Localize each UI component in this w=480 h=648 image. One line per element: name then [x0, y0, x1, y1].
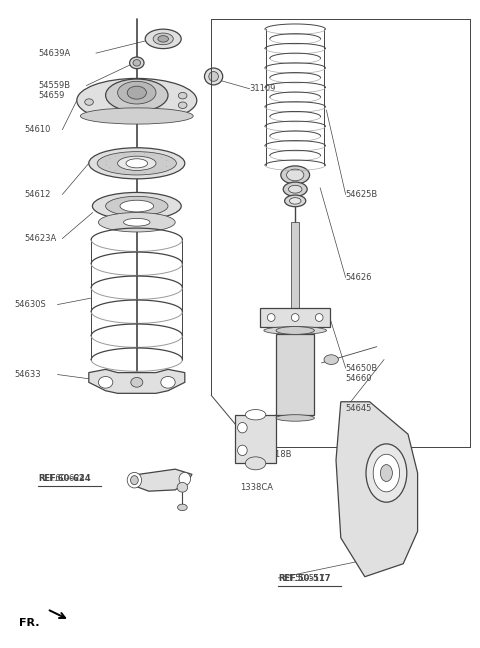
Ellipse shape [276, 327, 314, 334]
Ellipse shape [289, 198, 301, 204]
Text: 54625B: 54625B [346, 190, 378, 199]
Text: 54650B: 54650B [346, 364, 378, 373]
Text: 62618B: 62618B [259, 450, 292, 459]
Ellipse shape [123, 218, 150, 226]
Bar [235, 415, 276, 463]
Ellipse shape [179, 472, 191, 485]
Text: 54623A: 54623A [24, 234, 56, 243]
Ellipse shape [106, 196, 168, 216]
Text: 54660: 54660 [346, 374, 372, 383]
Ellipse shape [381, 465, 393, 481]
Ellipse shape [179, 102, 187, 108]
Ellipse shape [373, 454, 399, 492]
Ellipse shape [281, 166, 310, 184]
Polygon shape [336, 402, 418, 577]
Ellipse shape [245, 457, 266, 470]
Ellipse shape [127, 472, 142, 488]
Ellipse shape [133, 60, 141, 66]
Ellipse shape [324, 355, 338, 364]
Ellipse shape [285, 195, 306, 207]
Text: REF.60-624: REF.60-624 [38, 474, 85, 483]
Ellipse shape [84, 98, 93, 105]
Ellipse shape [267, 314, 275, 321]
Text: REF.60-624: REF.60-624 [38, 474, 91, 483]
Ellipse shape [158, 36, 168, 42]
Ellipse shape [264, 327, 326, 334]
Bar [291, 222, 299, 314]
Text: 54626: 54626 [346, 273, 372, 282]
Text: REF.50-517: REF.50-517 [278, 573, 331, 583]
Ellipse shape [179, 93, 187, 99]
Text: 54630S: 54630S [14, 300, 46, 309]
Ellipse shape [177, 482, 188, 492]
Ellipse shape [178, 504, 187, 511]
Ellipse shape [153, 33, 173, 45]
Ellipse shape [288, 185, 302, 193]
Ellipse shape [120, 200, 154, 212]
Text: 54659: 54659 [38, 91, 65, 100]
Ellipse shape [92, 192, 181, 220]
Ellipse shape [366, 444, 407, 502]
Ellipse shape [145, 29, 181, 49]
Text: 31109: 31109 [250, 84, 276, 93]
Ellipse shape [97, 152, 176, 175]
Text: 54610: 54610 [24, 125, 50, 134]
Ellipse shape [106, 79, 168, 111]
Text: 54612: 54612 [24, 190, 50, 199]
Ellipse shape [118, 156, 156, 170]
Text: 54639A: 54639A [38, 49, 71, 58]
Text: FR.: FR. [19, 618, 40, 629]
Ellipse shape [291, 314, 299, 321]
Ellipse shape [315, 314, 323, 321]
Ellipse shape [209, 71, 218, 81]
Ellipse shape [126, 159, 148, 168]
Text: 54559B: 54559B [38, 81, 71, 90]
Ellipse shape [118, 81, 156, 104]
Ellipse shape [245, 410, 266, 420]
Polygon shape [89, 369, 185, 393]
Polygon shape [130, 469, 192, 491]
Bar [260, 308, 330, 327]
Ellipse shape [131, 377, 143, 388]
Ellipse shape [238, 445, 247, 456]
Text: 54645: 54645 [346, 404, 372, 413]
Text: 1338CA: 1338CA [240, 483, 273, 492]
Bar [276, 334, 314, 415]
Ellipse shape [287, 169, 304, 181]
Ellipse shape [131, 476, 138, 485]
Ellipse shape [127, 86, 146, 99]
Ellipse shape [161, 376, 175, 388]
Ellipse shape [283, 182, 307, 196]
Ellipse shape [89, 148, 185, 179]
Ellipse shape [77, 78, 197, 122]
Ellipse shape [238, 422, 247, 433]
Ellipse shape [98, 213, 175, 232]
Ellipse shape [98, 376, 113, 388]
Ellipse shape [80, 108, 193, 124]
Text: 54633: 54633 [14, 370, 41, 379]
Text: REF.50-517: REF.50-517 [278, 573, 325, 583]
Ellipse shape [130, 57, 144, 69]
Ellipse shape [204, 68, 223, 85]
Ellipse shape [276, 415, 314, 421]
